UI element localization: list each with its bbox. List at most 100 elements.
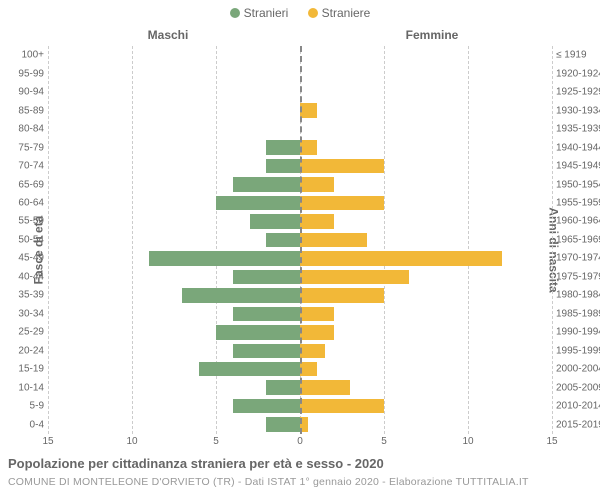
bar-female (300, 103, 317, 117)
legend-dot-female (308, 8, 318, 18)
bar-male (233, 399, 300, 413)
legend-label-male: Stranieri (244, 6, 289, 20)
bar-female (300, 270, 409, 284)
x-tick-label: 10 (126, 436, 137, 447)
bar-male (266, 159, 300, 173)
age-label: 80-84 (18, 124, 48, 135)
age-label: 25-29 (18, 327, 48, 338)
bar-male (266, 417, 300, 431)
age-label: 5-9 (30, 401, 48, 412)
birth-year-label: 1945-1949 (552, 161, 600, 172)
bar-male (266, 380, 300, 394)
birth-year-label: 1955-1959 (552, 197, 600, 208)
birth-year-label: 1970-1974 (552, 253, 600, 264)
bar-female (300, 159, 384, 173)
age-label: 0-4 (30, 419, 48, 430)
legend-female: Straniere (308, 6, 371, 20)
legend: Stranieri Straniere (0, 6, 600, 21)
legend-dot-male (230, 8, 240, 18)
birth-year-label: 1940-1944 (552, 142, 600, 153)
age-label: 45-49 (18, 253, 48, 264)
birth-year-label: 1930-1934 (552, 105, 600, 116)
bar-female (300, 325, 334, 339)
age-label: 15-19 (18, 364, 48, 375)
birth-year-label: 2010-2014 (552, 401, 600, 412)
population-pyramid-chart: Stranieri Straniere Maschi Femmine Fasce… (0, 0, 600, 500)
x-tick-label: 0 (297, 436, 303, 447)
chart-title: Popolazione per cittadinanza straniera p… (8, 456, 384, 471)
birth-year-label: 1995-1999 (552, 345, 600, 356)
bar-male (266, 233, 300, 247)
birth-year-label: 1965-1969 (552, 234, 600, 245)
birth-year-label: 1960-1964 (552, 216, 600, 227)
bar-female (300, 140, 317, 154)
birth-year-label: ≤ 1919 (552, 50, 587, 61)
bar-male (233, 270, 300, 284)
bar-male (216, 325, 300, 339)
birth-year-label: 1980-1984 (552, 290, 600, 301)
age-label: 70-74 (18, 161, 48, 172)
bar-female (300, 307, 334, 321)
birth-year-label: 2015-2019 (552, 419, 600, 430)
bar-female (300, 214, 334, 228)
x-tick-label: 5 (213, 436, 219, 447)
center-axis-line (300, 46, 302, 434)
x-tick-label: 5 (381, 436, 387, 447)
header-female: Femmine (312, 28, 552, 42)
bar-female (300, 251, 502, 265)
age-label: 30-34 (18, 308, 48, 319)
age-label: 95-99 (18, 68, 48, 79)
x-tick-label: 15 (42, 436, 53, 447)
bar-male (149, 251, 300, 265)
birth-year-label: 1925-1929 (552, 87, 600, 98)
bar-female (300, 196, 384, 210)
gridline (132, 46, 133, 434)
bar-female (300, 344, 325, 358)
birth-year-label: 1975-1979 (552, 271, 600, 282)
legend-male: Stranieri (230, 6, 289, 20)
bar-male (233, 177, 300, 191)
gridline (48, 46, 49, 434)
age-label: 40-44 (18, 271, 48, 282)
age-label: 35-39 (18, 290, 48, 301)
age-label: 60-64 (18, 197, 48, 208)
x-tick-label: 15 (546, 436, 557, 447)
age-label: 65-69 (18, 179, 48, 190)
header-male: Maschi (48, 28, 288, 42)
bar-male (199, 362, 300, 376)
bar-male (233, 307, 300, 321)
gridline (468, 46, 469, 434)
bar-female (300, 288, 384, 302)
bar-male (182, 288, 300, 302)
bar-female (300, 177, 334, 191)
age-label: 85-89 (18, 105, 48, 116)
birth-year-label: 2000-2004 (552, 364, 600, 375)
birth-year-label: 1990-1994 (552, 327, 600, 338)
x-tick-label: 10 (462, 436, 473, 447)
age-label: 20-24 (18, 345, 48, 356)
gridline (552, 46, 553, 434)
bar-female (300, 380, 350, 394)
gridline (384, 46, 385, 434)
bar-female (300, 399, 384, 413)
birth-year-label: 1950-1954 (552, 179, 600, 190)
plot-area: 100+≤ 191995-991920-192490-941925-192985… (48, 46, 552, 434)
age-label: 90-94 (18, 87, 48, 98)
age-label: 10-14 (18, 382, 48, 393)
bar-male (266, 140, 300, 154)
birth-year-label: 1920-1924 (552, 68, 600, 79)
bar-male (233, 344, 300, 358)
age-label: 100+ (21, 50, 48, 61)
birth-year-label: 1935-1939 (552, 124, 600, 135)
legend-label-female: Straniere (322, 6, 371, 20)
bar-female (300, 362, 317, 376)
age-label: 55-59 (18, 216, 48, 227)
chart-subtitle: COMUNE DI MONTELEONE D'ORVIETO (TR) - Da… (8, 476, 529, 488)
age-label: 75-79 (18, 142, 48, 153)
bar-male (216, 196, 300, 210)
bar-female (300, 233, 367, 247)
birth-year-label: 1985-1989 (552, 308, 600, 319)
birth-year-label: 2005-2009 (552, 382, 600, 393)
age-label: 50-54 (18, 234, 48, 245)
bar-male (250, 214, 300, 228)
